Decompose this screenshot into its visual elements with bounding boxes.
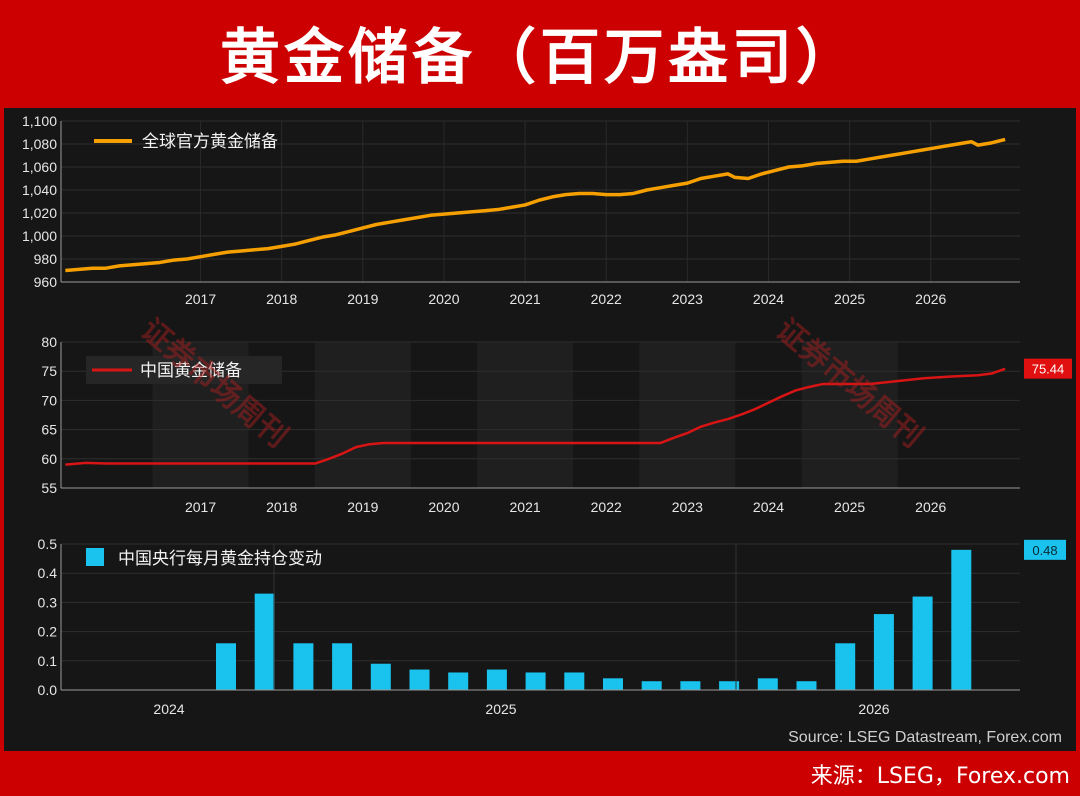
x-tick-label: 2025 [834,291,865,307]
bar [719,681,740,690]
last-value-label: 0.48 [1032,543,1057,558]
source-note: Source: LSEG Datastream, Forex.com [788,729,1062,746]
last-value-tag [1024,539,1066,560]
chart-panel: 960 980 1,000 1,020 1,040 1,060 1,080 1,100 2017… [4,108,1076,751]
x-tick-label: 2021 [510,291,541,307]
y-tick-label: 1,000 [22,228,57,244]
y-tick-label: 1,080 [22,136,57,152]
y-tick-label: 0.3 [38,594,58,610]
x-tick-label: 2019 [347,291,378,307]
bar [796,681,817,690]
x-tick-label: 2022 [591,291,622,307]
x-tick-label: 2024 [753,499,784,515]
legend-swatch [86,548,104,566]
x-tick-label: 2023 [672,499,703,515]
x-tick-label: 2025 [834,499,865,515]
y-tick-label: 0.2 [38,624,58,640]
y-tick-label: 80 [41,334,57,350]
x-tick-label: 2026 [858,701,889,717]
y-tick-label: 1,040 [22,182,57,198]
bar [757,678,778,690]
global-reserves-chart: 960 980 1,000 1,020 1,040 1,060 1,080 1,100 2017… [22,113,1020,307]
series-line-china-reserves [65,367,1006,466]
y-tick-label: 0.4 [38,565,58,581]
y-tick-label: 55 [41,480,57,496]
x-tick-label: 2020 [428,291,459,307]
footer-credit: 来源：LSEG，Forex.com [810,764,1070,789]
bar [486,669,507,690]
x-tick-label: 2024 [753,291,784,307]
x-tick-label: 2026 [915,291,946,307]
monthly-change-chart: 0.0 0.1 0.2 0.3 0.4 0.5 2024 2025 2026 中国央行每月黄金持仓… [38,536,1066,746]
bar [564,672,585,690]
bar [370,663,391,690]
charts-canvas: 960 980 1,000 1,020 1,040 1,060 1,080 1,100 2017… [22,113,1072,746]
year-band [639,342,736,488]
year-band [314,342,411,488]
bar [293,643,314,690]
bar [332,643,353,690]
bar [873,614,894,690]
y-tick-label: 980 [34,251,58,267]
bar [641,681,662,690]
legend-label: 中国央行每月黄金持仓变动 [118,549,322,568]
x-tick-label: 2018 [266,291,297,307]
series-line-global-reserves [65,137,1006,273]
x-tick-label: 2017 [185,291,216,307]
bar [680,681,701,690]
y-tick-label: 65 [41,422,57,438]
y-tick-label: 0.5 [38,536,58,552]
x-tick-label: 2025 [485,701,516,717]
bar [254,593,275,690]
x-tick-label: 2022 [591,499,622,515]
last-value-label: 75.44 [1032,362,1065,377]
china-reserves-chart: 55 60 65 70 75 80 2017 2018 2019 2020 2021 2022 2023… [41,334,1072,515]
y-tick-label: 60 [41,451,57,467]
header-banner: 黄金储备（百万盎司） [0,0,1080,104]
legend-label: 中国黄金储备 [140,361,242,380]
bar [835,643,856,690]
x-tick-label: 2023 [672,291,703,307]
y-tick-label: 1,100 [22,113,57,129]
x-tick-label: 2024 [153,701,184,717]
last-value-tag [1024,358,1072,379]
bar [912,596,933,690]
bar [448,672,469,690]
bar [525,672,546,690]
x-tick-label: 2018 [266,499,297,515]
y-tick-label: 1,020 [22,205,57,221]
legend-label: 全球官方黄金储备 [142,132,278,151]
year-band [477,342,574,488]
bar [216,643,236,690]
y-tick-label: 0.0 [38,682,58,698]
y-tick-label: 70 [41,392,57,408]
year-band [801,342,898,488]
x-tick-label: 2026 [915,499,946,515]
x-tick-label: 2021 [510,499,541,515]
y-tick-label: 75 [41,363,57,379]
bar [409,669,430,690]
y-tick-label: 1,060 [22,159,57,175]
y-tick-label: 960 [34,274,58,290]
bar [951,549,972,690]
y-tick-label: 0.1 [38,653,58,669]
x-tick-label: 2020 [428,499,459,515]
x-tick-label: 2017 [185,499,216,515]
x-tick-label: 2019 [347,499,378,515]
bar [603,678,623,690]
page-title: 黄金储备（百万盎司） [220,22,860,93]
